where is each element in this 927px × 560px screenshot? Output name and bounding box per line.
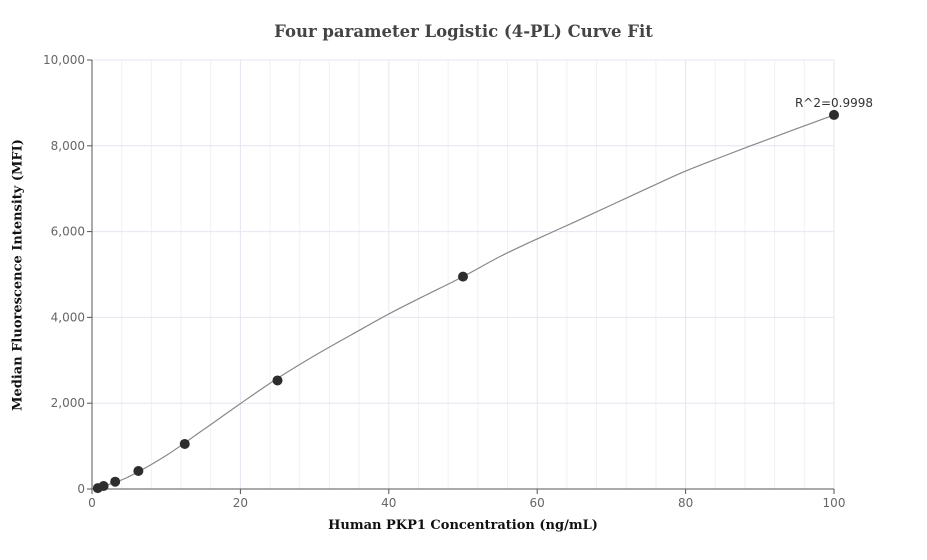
axes	[87, 59, 835, 494]
data-point	[98, 480, 109, 491]
data-point	[110, 476, 121, 487]
y-axis-label: Median Fluorescence Intensity (MFI)	[10, 139, 26, 411]
y-tick-label: 2,000	[51, 396, 85, 410]
data-point	[458, 271, 468, 282]
data-point	[133, 465, 144, 476]
annotation-layer: R^2=0.9998	[795, 96, 873, 110]
x-tick-label: 80	[678, 496, 693, 510]
y-tick-label: 4,000	[51, 310, 85, 324]
y-tick-label: 10,000	[43, 53, 85, 67]
data-points	[92, 109, 839, 494]
data-point	[829, 109, 839, 120]
data-point	[179, 438, 190, 449]
x-tick-label: 100	[823, 496, 846, 510]
fit-curve-layer	[91, 114, 835, 490]
fit-curve	[91, 114, 835, 490]
tick-labels: 0 2,000 4,000 6,000 8,000 10,000 0 20 40 60 80 100	[43, 53, 845, 510]
data-point	[272, 375, 283, 386]
y-tick-label: 0	[77, 482, 85, 496]
x-tick-label: 0	[88, 496, 96, 510]
y-tick-label: 6,000	[51, 225, 85, 239]
x-tick-label: 60	[530, 496, 545, 510]
x-tick-label: 40	[381, 496, 396, 510]
r-squared-annotation: R^2=0.9998	[795, 96, 873, 110]
minor-gridlines	[121, 60, 805, 489]
major-gridlines	[92, 59, 835, 489]
x-tick-label: 20	[233, 496, 248, 510]
chart-title: Four parameter Logistic (4-PL) Curve Fit	[274, 22, 653, 41]
y-tick-label: 8,000	[51, 139, 85, 153]
x-axis-label: Human PKP1 Concentration (ng/mL)	[328, 518, 598, 533]
